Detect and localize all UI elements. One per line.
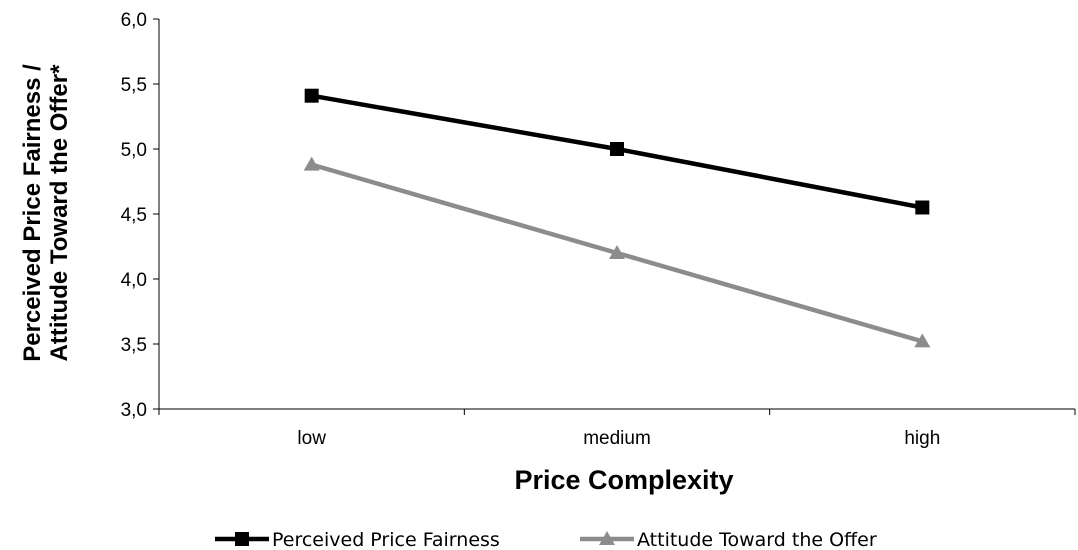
data-point	[610, 142, 624, 156]
data-point	[609, 245, 625, 259]
x-tick-label: high	[904, 428, 940, 449]
series-layer	[303, 88, 931, 348]
y-tick-label: 4,5	[121, 205, 147, 226]
legend-item-2: Attitude Toward the Offer	[580, 529, 877, 550]
series-1	[304, 88, 930, 215]
legend-item-1: Perceived Price Fairness	[215, 529, 500, 550]
legend-label: Perceived Price Fairness	[272, 529, 500, 550]
series-2	[303, 156, 931, 348]
x-axis-ticks: low medium high	[158, 409, 1076, 449]
y-tick-label: 3,5	[121, 335, 147, 356]
y-tick-label: 4,0	[121, 270, 147, 291]
y-axis-title-line-2: Attitude Toward the Offer*	[46, 64, 73, 362]
y-axis-title-line-1: Perceived Price Fairness /	[19, 64, 46, 362]
legend: Perceived Price Fairness Attitude Toward …	[215, 529, 877, 550]
legend-marker	[599, 531, 615, 545]
axes	[158, 19, 1075, 410]
x-tick-label: medium	[583, 428, 651, 449]
y-tick-label: 6,0	[121, 10, 147, 31]
y-tick-label: 5,5	[121, 75, 147, 96]
y-tick-label: 5,0	[121, 140, 147, 161]
y-axis-ticks: 3,0 3,5 4,0 4,5 5,0 5,5 6,0	[121, 10, 159, 421]
y-tick-label: 3,0	[121, 400, 147, 421]
data-point	[303, 156, 320, 171]
x-tick-label: low	[297, 428, 326, 449]
legend-label: Attitude Toward the Offer	[637, 529, 877, 550]
x-axis-title: Price Complexity	[514, 465, 733, 495]
data-point	[914, 333, 931, 348]
data-point	[304, 88, 319, 103]
legend-marker	[235, 532, 249, 546]
data-point	[915, 200, 930, 215]
